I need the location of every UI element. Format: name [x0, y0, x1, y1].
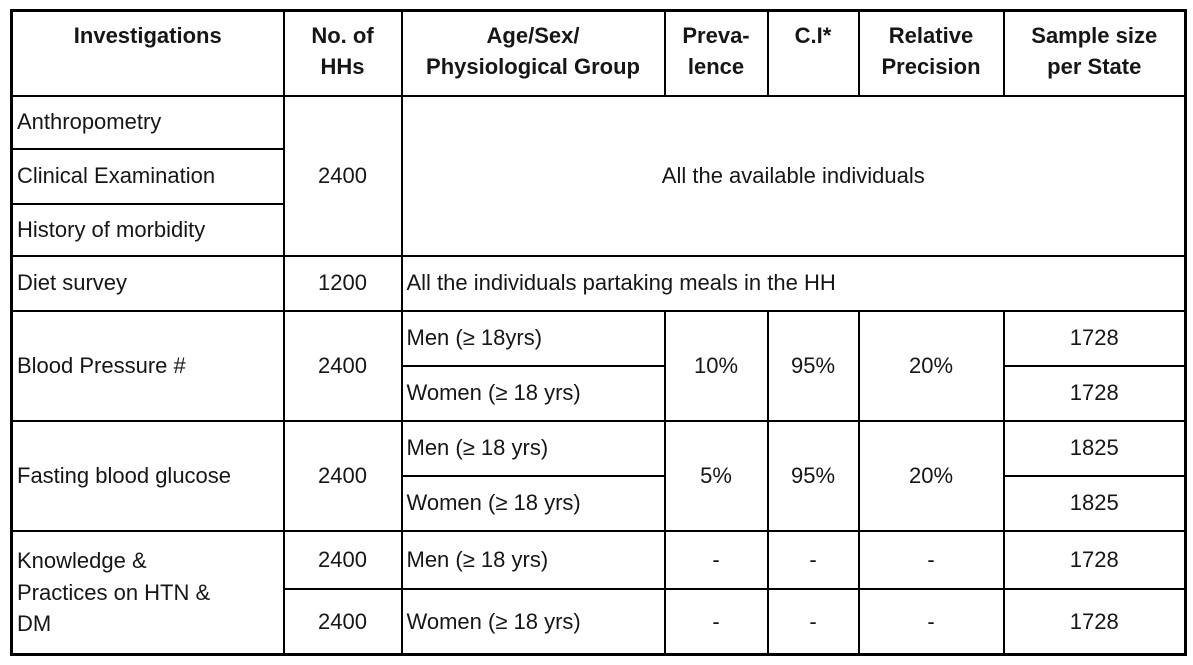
cell-relative-precision-kp-men: - [857, 529, 1005, 590]
cell-sample-bp-men: 1728 [1002, 309, 1187, 367]
cell-investigation-anthropometry: Anthropometry [10, 94, 285, 150]
cell-group-bp-men: Men (≥ 18yrs) [400, 309, 666, 367]
cell-investigation-blood-pressure: Blood Pressure # [10, 309, 285, 422]
col-header-no-of-hhs: No. of HHs [282, 9, 403, 97]
cell-sample-fbg-women: 1825 [1002, 474, 1187, 532]
row-knowledge-practices-women: 2400 Women (≥ 18 yrs) - - - 1728 [12, 587, 1187, 656]
survey-design-table: Investigations No. of HHs Age/Sex/ Physi… [10, 9, 1187, 656]
cell-group-all-available: All the available individuals [400, 94, 1187, 257]
cell-ci-kp-men: - [766, 529, 860, 590]
cell-hhs-kp-men: 2400 [282, 529, 403, 590]
row-diet-survey: Diet survey 1200 All the individuals par… [10, 254, 1187, 312]
row-clinical-examination: Clinical Examination [10, 147, 1186, 205]
cell-ci-fbg: 95% [766, 419, 860, 532]
col-header-sample-size: Sample size per State [1002, 9, 1187, 97]
cell-relative-precision-fbg: 20% [857, 419, 1005, 532]
cell-group-bp-women: Women (≥ 18 yrs) [400, 364, 666, 422]
cell-group-fbg-men: Men (≥ 18 yrs) [400, 419, 666, 477]
row-fasting-glucose-women: Women (≥ 18 yrs) 1825 [12, 474, 1187, 532]
cell-prevalence-fbg: 5% [663, 419, 769, 532]
cell-ci-bp: 95% [766, 309, 860, 422]
row-anthropometry: Anthropometry 2400 All the available ind… [10, 94, 1187, 257]
cell-prevalence-bp: 10% [663, 309, 769, 422]
row-history-of-morbidity: History of morbidity [10, 202, 1186, 257]
cell-relative-precision-bp: 20% [857, 309, 1005, 422]
row-blood-pressure-men: Blood Pressure # 2400 Men (≥ 18yrs) 10% … [10, 309, 1187, 422]
cell-investigation-diet-survey: Diet survey [10, 254, 285, 312]
cell-hhs-diet-survey: 1200 [282, 254, 403, 312]
col-header-prevalence: Preva- lence [663, 9, 769, 97]
cell-investigation-knowledge-practices: Knowledge & Practices on HTN & DM [10, 529, 285, 656]
cell-ci-kp-women: - [766, 587, 860, 656]
cell-hhs-blood-pressure: 2400 [282, 309, 403, 422]
col-header-ci: C.I* [766, 9, 860, 97]
cell-relative-precision-kp-women: - [857, 587, 1005, 656]
cell-hhs-kp-women: 2400 [282, 587, 403, 656]
cell-hhs-fasting-glucose: 2400 [282, 419, 403, 532]
cell-sample-fbg-men: 1825 [1002, 419, 1187, 477]
cell-investigation-clinical-examination: Clinical Examination [10, 147, 285, 205]
col-header-investigations: Investigations [10, 9, 285, 97]
cell-group-diet-survey: All the individuals partaking meals in t… [400, 254, 1187, 312]
cell-sample-bp-women: 1728 [1002, 364, 1187, 422]
row-knowledge-practices-men: Knowledge & Practices on HTN & DM 2400 M… [10, 529, 1187, 656]
cell-hhs-anthropometry-group: 2400 [282, 94, 403, 257]
col-header-age-sex-group: Age/Sex/ Physiological Group [400, 9, 666, 97]
row-blood-pressure-women: Women (≥ 18 yrs) 1728 [12, 364, 1187, 422]
cell-group-kp-men: Men (≥ 18 yrs) [400, 529, 666, 590]
cell-group-kp-women: Women (≥ 18 yrs) [400, 587, 666, 656]
header-row: Investigations No. of HHs Age/Sex/ Physi… [10, 9, 1187, 97]
cell-sample-kp-women: 1728 [1002, 587, 1187, 656]
row-fasting-glucose-men: Fasting blood glucose 2400 Men (≥ 18 yrs… [10, 419, 1187, 532]
cell-prevalence-kp-men: - [663, 529, 769, 590]
cell-prevalence-kp-women: - [663, 587, 769, 656]
cell-sample-kp-men: 1728 [1002, 529, 1187, 590]
cell-group-fbg-women: Women (≥ 18 yrs) [400, 474, 666, 532]
cell-investigation-fasting-glucose: Fasting blood glucose [10, 419, 285, 532]
col-header-relative-precision: Relative Precision [857, 9, 1005, 97]
cell-investigation-history-of-morbidity: History of morbidity [10, 202, 285, 257]
